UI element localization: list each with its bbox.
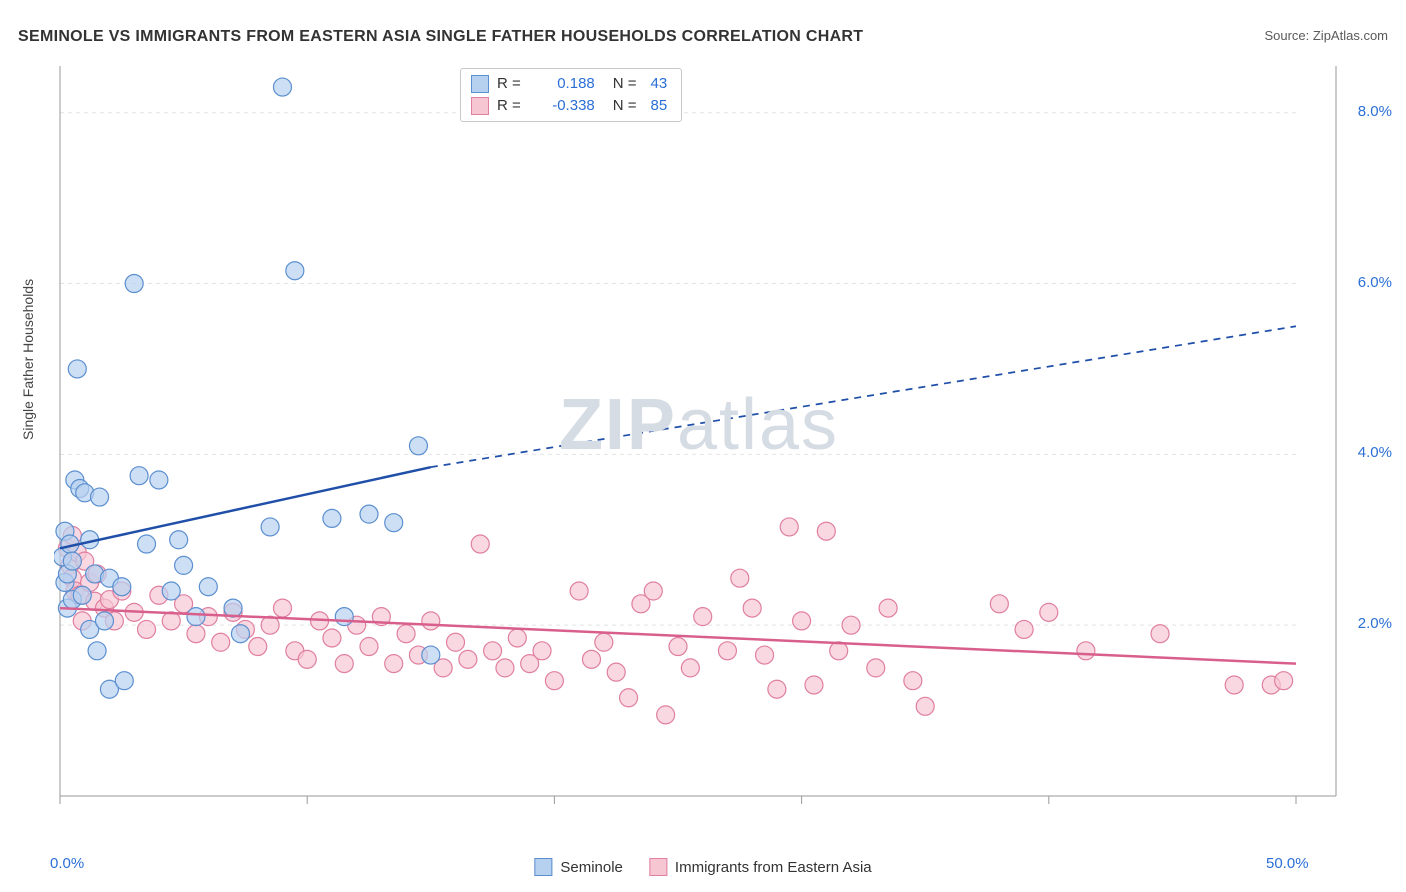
legend-series: Seminole Immigrants from Eastern Asia: [534, 858, 871, 876]
n-value: 43: [651, 73, 668, 95]
x-tick-label: 0.0%: [50, 855, 84, 872]
n-value: 85: [651, 95, 668, 117]
plot-svg: [54, 62, 1344, 804]
x-tick-label: 50.0%: [1266, 855, 1309, 872]
legend-swatch: [534, 858, 552, 876]
legend-swatch: [471, 75, 489, 93]
y-axis-label: Single Father Households: [20, 279, 36, 440]
r-value: -0.338: [535, 95, 595, 117]
legend-swatch: [649, 858, 667, 876]
n-label: N =: [613, 73, 637, 95]
legend-series-item: Immigrants from Eastern Asia: [649, 858, 872, 876]
legend-series-label: Seminole: [560, 859, 623, 876]
chart-container: SEMINOLE VS IMMIGRANTS FROM EASTERN ASIA…: [0, 0, 1406, 892]
r-label: R =: [497, 95, 521, 117]
plot-area: ZIPatlas: [54, 62, 1344, 804]
source-label: Source: ZipAtlas.com: [1264, 28, 1388, 43]
legend-series-label: Immigrants from Eastern Asia: [675, 859, 872, 876]
legend-correlation-row: R = -0.338 N = 85: [471, 95, 667, 117]
legend-swatch: [471, 97, 489, 115]
legend-series-item: Seminole: [534, 858, 623, 876]
y-tick-label: 2.0%: [1358, 615, 1392, 632]
legend-correlation: R = 0.188 N = 43 R = -0.338 N = 85: [460, 68, 682, 122]
y-tick-label: 4.0%: [1358, 444, 1392, 461]
chart-title: SEMINOLE VS IMMIGRANTS FROM EASTERN ASIA…: [18, 28, 863, 46]
r-value: 0.188: [535, 73, 595, 95]
y-tick-label: 8.0%: [1358, 103, 1392, 120]
n-label: N =: [613, 95, 637, 117]
r-label: R =: [497, 73, 521, 95]
legend-correlation-row: R = 0.188 N = 43: [471, 73, 667, 95]
y-tick-label: 6.0%: [1358, 274, 1392, 291]
